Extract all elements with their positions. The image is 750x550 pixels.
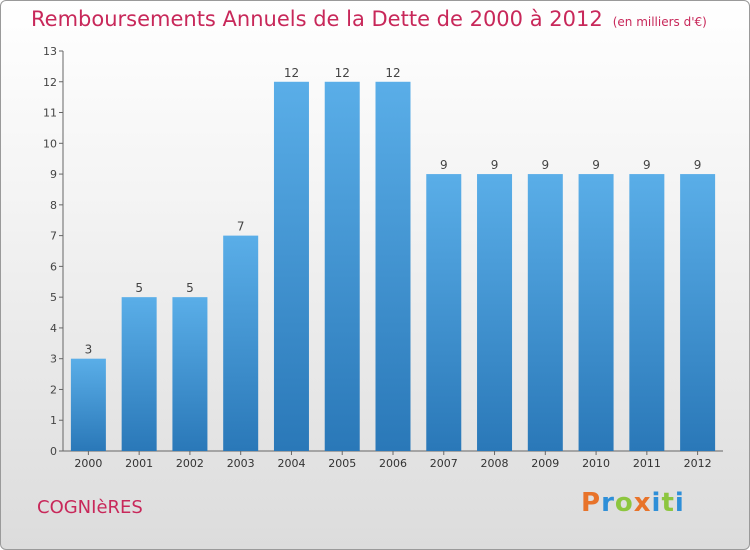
commune-name: COGNIèRES <box>37 497 143 518</box>
y-tick-label: 12 <box>43 76 57 89</box>
y-tick-label: 0 <box>50 445 57 458</box>
x-tick-label: 2009 <box>531 457 559 470</box>
bar <box>121 297 157 451</box>
data-label: 5 <box>186 281 194 295</box>
brand-letter: t <box>661 488 675 518</box>
data-label: 9 <box>491 158 499 172</box>
bar <box>426 174 462 452</box>
chart-subtitle: (en milliers d'€) <box>612 15 707 29</box>
x-tick-label: 2000 <box>74 457 102 470</box>
data-label: 9 <box>440 158 448 172</box>
y-tick-label: 4 <box>50 322 57 335</box>
title-row: Remboursements Annuels de la Dette de 20… <box>31 7 707 31</box>
x-tick-label: 2004 <box>277 457 305 470</box>
bar <box>375 81 411 452</box>
bar <box>527 174 563 452</box>
data-label: 12 <box>284 66 299 80</box>
brand-letter: x <box>633 488 652 518</box>
y-tick-label: 5 <box>50 291 57 304</box>
x-tick-label: 2005 <box>328 457 356 470</box>
x-tick-label: 2011 <box>633 457 661 470</box>
y-tick-label: 7 <box>50 230 57 243</box>
data-label: 9 <box>541 158 549 172</box>
brand-letter: P <box>581 488 602 518</box>
y-tick-label: 6 <box>50 260 57 273</box>
x-tick-label: 2002 <box>176 457 204 470</box>
x-tick-label: 2006 <box>379 457 407 470</box>
brand-letter: i <box>674 488 685 518</box>
bar <box>223 235 259 451</box>
bar <box>680 174 716 452</box>
x-tick-label: 2010 <box>582 457 610 470</box>
brand-letter: i <box>651 488 662 518</box>
bar <box>629 174 665 452</box>
x-tick-label: 2001 <box>125 457 153 470</box>
x-tick-label: 2007 <box>430 457 458 470</box>
data-label: 7 <box>237 220 245 234</box>
data-label: 9 <box>694 158 702 172</box>
bar <box>172 297 208 451</box>
bar <box>477 174 513 452</box>
x-tick-label: 2003 <box>227 457 255 470</box>
y-tick-label: 10 <box>43 137 57 150</box>
brand-letter: r <box>601 488 615 518</box>
brand-logo: Proxiti <box>581 488 685 518</box>
chart-title: Remboursements Annuels de la Dette de 20… <box>31 7 603 31</box>
brand-letter: o <box>614 488 634 518</box>
y-tick-label: 11 <box>43 107 57 120</box>
y-tick-label: 8 <box>50 199 57 212</box>
data-label: 9 <box>643 158 651 172</box>
bar <box>324 81 360 452</box>
y-tick-label: 1 <box>50 414 57 427</box>
data-label: 5 <box>135 281 143 295</box>
x-tick-label: 2008 <box>481 457 509 470</box>
x-tick-label: 2012 <box>684 457 712 470</box>
y-tick-label: 2 <box>50 383 57 396</box>
y-tick-label: 3 <box>50 353 57 366</box>
data-label: 9 <box>592 158 600 172</box>
y-tick-label: 13 <box>43 45 57 58</box>
bar <box>578 174 614 452</box>
bar <box>70 358 106 451</box>
bar <box>273 81 309 452</box>
data-label: 12 <box>385 66 400 80</box>
data-label: 12 <box>335 66 350 80</box>
data-label: 3 <box>85 343 93 357</box>
y-tick-label: 9 <box>50 168 57 181</box>
